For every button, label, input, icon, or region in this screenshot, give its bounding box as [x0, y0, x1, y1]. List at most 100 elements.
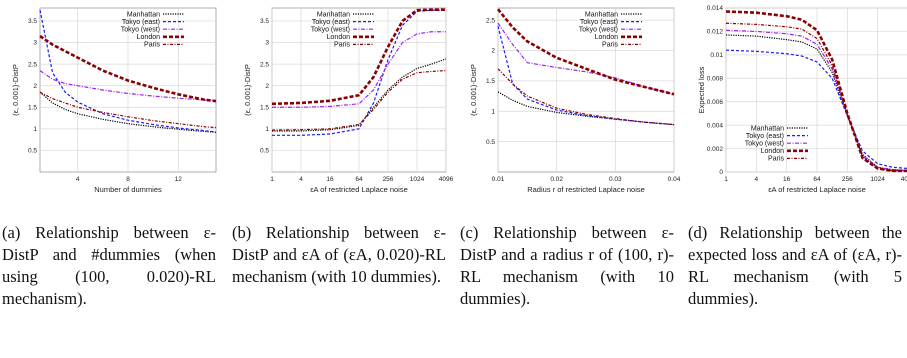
figure-panel-d: 0 0.002 0.004 0.006 0.008 0.01 0.012 0.014 1 4 16 6…	[686, 0, 907, 358]
y-tick-label: 0.014	[707, 5, 724, 12]
y-tick-label: 2.5	[28, 61, 37, 68]
y-tick-label: 1	[33, 126, 37, 133]
x-tick-label: 0.03	[609, 176, 622, 183]
y-tick-label: 3.5	[260, 18, 269, 25]
x-axis-label: Number of dummies	[94, 185, 162, 194]
series-line	[39, 34, 217, 103]
y-tick-label: 0.002	[707, 146, 724, 153]
legend-label: Tokyo (west)	[311, 27, 350, 34]
chart-d: 0 0.002 0.004 0.006 0.008 0.01 0.012 0.014 1 4 16 6…	[697, 5, 907, 194]
y-tick-label: 0.006	[707, 99, 724, 106]
caption-label: (d)	[688, 223, 708, 242]
y-tick-label: 1	[491, 108, 495, 115]
legend-label: Manhattan	[751, 125, 784, 132]
y-tick-label: 2.5	[260, 61, 269, 68]
caption-d: (d) Relationship between the expected lo…	[688, 222, 902, 310]
series-line	[272, 58, 447, 132]
x-tick-label: 256	[842, 176, 853, 183]
x-tick-label: 4	[76, 176, 80, 183]
series-line	[725, 22, 907, 172]
y-tick-label: 3	[265, 40, 269, 47]
legend-label: Manhattan	[585, 11, 618, 18]
caption-a: (a) Relationship between ε-DistP and #du…	[2, 222, 216, 310]
legend-label: Tokyo (east)	[746, 133, 784, 140]
x-tick-label: 1024	[410, 176, 425, 183]
x-tick-label: 16	[326, 176, 334, 183]
x-axis-label: εA of restricted Laplace noise	[768, 185, 866, 194]
legend-label: London	[327, 34, 350, 41]
y-axis-label: Expected loss	[697, 66, 706, 113]
chart-b: 0.5 1 1.5 2 2.5 3 3.5 1 4 16 64 256 1024 4096 εA of re…	[243, 7, 454, 194]
caption-c: (c) Relationship between ε-DistP and a r…	[460, 222, 674, 310]
series-line	[39, 91, 217, 129]
caption-label: (a)	[2, 223, 21, 242]
series-line	[271, 8, 446, 106]
x-tick-label: 4	[755, 176, 759, 183]
x-axis-label: εA of restricted Laplace noise	[310, 185, 408, 194]
y-tick-label: 2	[491, 48, 495, 55]
y-tick-label: 0.5	[486, 139, 495, 146]
x-tick-label: 4	[299, 176, 303, 183]
legend-label: London	[761, 148, 784, 155]
series-line	[39, 10, 217, 133]
legend-label: Tokyo (west)	[745, 141, 784, 148]
plot-area	[497, 7, 675, 173]
legend-label: Manhattan	[127, 11, 160, 18]
y-tick-label: 0.5	[28, 148, 37, 155]
y-tick-label: 3.5	[28, 18, 37, 25]
y-tick-label: 0.008	[707, 75, 724, 82]
x-axis-label: Radius r of restricted Laplace noise	[527, 185, 645, 194]
legend-label: Paris	[768, 156, 784, 163]
y-tick-label: 1	[265, 126, 269, 133]
chart-c: 0.5 1 1.5 2 2.5 0.01 0.02 0.03 0.04 Radius r of r…	[469, 7, 681, 194]
figure-panel-c: 0.5 1 1.5 2 2.5 0.01 0.02 0.03 0.04 Radius r of r…	[458, 0, 681, 358]
series-line	[39, 91, 217, 133]
caption-text: Relationship between ε-DistP and a radiu…	[460, 223, 674, 308]
caption-b: (b) Relationship between ε-DistP and εA …	[232, 222, 446, 288]
y-tick-label: 2	[33, 83, 37, 90]
legend-label: Tokyo (east)	[580, 19, 618, 26]
x-tick-label: 16	[783, 176, 791, 183]
figure-panel-b: 0.5 1 1.5 2 2.5 3 3.5 1 4 16 64 256 1024 4096 εA of re…	[230, 0, 454, 358]
series-line	[725, 49, 907, 170]
y-tick-label: 0.012	[707, 29, 724, 36]
y-tick-label: 3	[33, 40, 37, 47]
chart-a: 0.5 1 1.5 2 2.5 3 3.5 4 8 12 Number of dummies (ε, …	[11, 7, 217, 194]
y-tick-label: 2	[265, 83, 269, 90]
y-tick-label: 1.5	[28, 104, 37, 111]
series-line	[497, 68, 675, 126]
x-tick-label: 4096	[901, 176, 907, 183]
y-tick-label: 0.5	[260, 148, 269, 155]
figure-panel-a: 0.5 1 1.5 2 2.5 3 3.5 4 8 12 Number of dummies (ε, …	[0, 0, 218, 358]
y-tick-label: 1.5	[486, 78, 495, 85]
x-tick-label: 0.04	[668, 176, 681, 183]
legend-label: Tokyo (east)	[122, 19, 160, 26]
legend-label: Tokyo (west)	[579, 27, 618, 34]
x-tick-label: 1	[270, 176, 274, 183]
y-tick-label: 0	[719, 169, 723, 176]
x-tick-label: 4096	[439, 176, 454, 183]
x-tick-label: 64	[813, 176, 821, 183]
x-tick-label: 1	[724, 176, 728, 183]
y-tick-label: 0.01	[710, 52, 723, 59]
y-axis-label: (ε, 0.001)-DistP	[11, 64, 20, 116]
legend-label: London	[137, 34, 160, 41]
x-tick-label: 12	[175, 176, 183, 183]
legend-label: London	[595, 34, 618, 41]
caption-text: Relationship between ε-DistP and εA of (…	[232, 223, 447, 286]
caption-label: (b)	[232, 223, 252, 242]
series-line	[272, 31, 446, 108]
x-tick-label: 0.01	[492, 176, 505, 183]
legend-label: Manhattan	[317, 11, 350, 18]
caption-text: Relationship between the expected loss a…	[688, 223, 903, 308]
series-line	[39, 70, 217, 101]
y-axis-label: (ε, 0.001)-DistP	[243, 64, 252, 116]
legend-label: Tokyo (east)	[312, 19, 350, 26]
y-tick-label: 2.5	[486, 17, 495, 24]
x-tick-label: 0.02	[550, 176, 563, 183]
legend-label: Tokyo (west)	[121, 27, 160, 34]
series-line	[271, 69, 447, 131]
y-tick-label: 1.5	[260, 104, 269, 111]
legend-label: Paris	[144, 42, 160, 49]
legend-label: Paris	[602, 42, 618, 49]
